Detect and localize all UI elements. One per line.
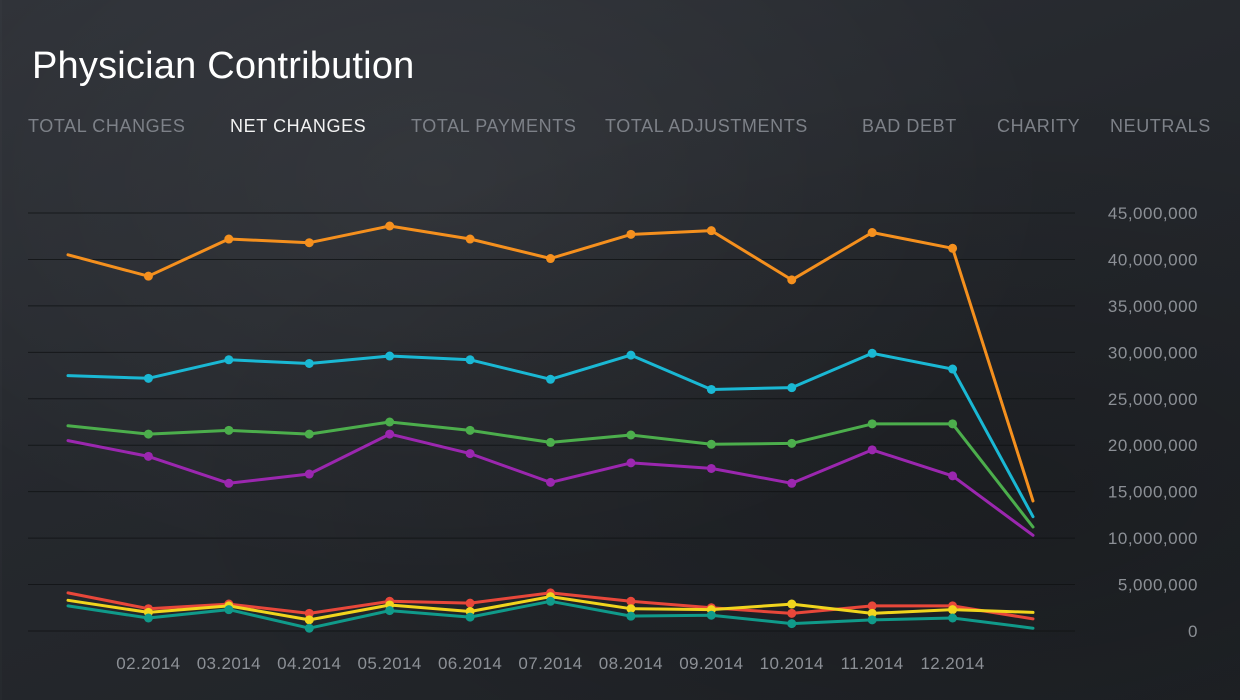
data-point-orange[interactable]	[143, 271, 153, 281]
x-tick-label: 08.2014	[599, 654, 663, 673]
y-tick-label: 35,000,000	[1108, 297, 1198, 316]
data-point-yellow[interactable]	[787, 599, 797, 609]
data-point-teal[interactable]	[546, 596, 555, 606]
data-point-green[interactable]	[143, 429, 153, 439]
data-point-yellow[interactable]	[626, 604, 636, 614]
y-tick-label: 15,000,000	[1108, 483, 1198, 502]
data-point-purple[interactable]	[224, 478, 234, 488]
metric-tabs: TOTAL CHANGES NET CHANGES TOTAL PAYMENTS…	[0, 116, 1240, 142]
data-point-purple[interactable]	[385, 429, 395, 439]
data-point-orange[interactable]	[948, 243, 958, 253]
data-point-yellow[interactable]	[867, 608, 877, 618]
data-point-teal[interactable]	[385, 606, 395, 616]
data-point-cyan[interactable]	[465, 355, 475, 365]
tab-total-payments[interactable]: TOTAL PAYMENTS	[411, 116, 577, 136]
y-tick-label: 5,000,000	[1118, 576, 1198, 595]
data-point-red[interactable]	[465, 598, 475, 608]
x-tick-label: 04.2014	[277, 654, 341, 673]
tab-charity[interactable]: CHARITY	[997, 116, 1081, 136]
data-point-green[interactable]	[626, 430, 636, 440]
data-point-green[interactable]	[465, 425, 475, 435]
data-point-orange[interactable]	[465, 234, 475, 244]
data-point-yellow[interactable]	[304, 615, 314, 625]
data-point-purple[interactable]	[546, 477, 555, 487]
data-point-orange[interactable]	[867, 228, 877, 238]
x-tick-label: 03.2014	[197, 654, 261, 673]
data-point-green[interactable]	[787, 438, 797, 448]
y-tick-label: 20,000,000	[1108, 436, 1198, 455]
data-point-teal[interactable]	[787, 619, 797, 629]
tab-total-changes[interactable]: TOTAL CHANGES	[28, 116, 186, 136]
y-tick-label: 30,000,000	[1108, 343, 1198, 362]
tab-bad-debt[interactable]: BAD DEBT	[862, 116, 957, 136]
x-tick-label: 06.2014	[438, 654, 502, 673]
data-point-purple[interactable]	[465, 449, 475, 459]
data-point-purple[interactable]	[706, 463, 716, 473]
data-point-cyan[interactable]	[787, 383, 797, 393]
data-point-green[interactable]	[867, 419, 877, 429]
x-tick-label: 12.2014	[920, 654, 984, 673]
data-point-green[interactable]	[224, 425, 234, 435]
data-point-orange[interactable]	[546, 254, 555, 264]
data-point-green[interactable]	[385, 417, 395, 427]
data-point-teal[interactable]	[706, 610, 716, 620]
x-tick-label: 11.2014	[841, 654, 904, 673]
data-point-cyan[interactable]	[948, 364, 958, 374]
x-tick-label: 09.2014	[679, 654, 743, 673]
data-point-purple[interactable]	[787, 478, 797, 488]
y-tick-label: 10,000,000	[1108, 529, 1198, 548]
data-point-red[interactable]	[626, 596, 636, 606]
series-line-green	[66, 420, 1035, 529]
data-point-teal[interactable]	[465, 612, 475, 622]
y-tick-label: 0	[1188, 622, 1198, 641]
x-tick-label: 10.2014	[760, 654, 824, 673]
data-point-red[interactable]	[304, 608, 314, 618]
data-point-cyan[interactable]	[143, 373, 153, 383]
data-point-orange[interactable]	[787, 275, 797, 285]
data-point-orange[interactable]	[304, 238, 314, 248]
y-tick-label: 25,000,000	[1108, 390, 1198, 409]
data-point-green[interactable]	[546, 437, 555, 447]
data-point-cyan[interactable]	[626, 350, 636, 360]
data-point-teal[interactable]	[304, 623, 314, 633]
data-point-purple[interactable]	[867, 445, 877, 455]
data-point-cyan[interactable]	[385, 351, 395, 361]
data-point-teal[interactable]	[948, 613, 958, 623]
data-point-cyan[interactable]	[867, 348, 877, 358]
tab-net-changes[interactable]: NET CHANGES	[230, 116, 367, 136]
page-title: Physician Contribution	[32, 45, 415, 88]
data-point-purple[interactable]	[143, 451, 153, 461]
data-point-teal[interactable]	[867, 615, 877, 625]
y-tick-label: 40,000,000	[1108, 250, 1198, 269]
data-point-orange[interactable]	[385, 221, 395, 231]
data-point-red[interactable]	[787, 608, 797, 618]
x-tick-label: 05.2014	[358, 654, 422, 673]
tab-total-adjustments[interactable]: TOTAL ADJUSTMENTS	[605, 116, 808, 136]
data-point-green[interactable]	[948, 419, 958, 429]
data-point-purple[interactable]	[304, 469, 314, 479]
x-tick-label: 02.2014	[116, 654, 180, 673]
data-point-cyan[interactable]	[706, 384, 716, 394]
data-point-teal[interactable]	[626, 611, 636, 621]
data-point-red[interactable]	[867, 601, 877, 611]
data-point-yellow[interactable]	[948, 605, 958, 615]
data-point-orange[interactable]	[626, 229, 636, 239]
x-tick-label: 07.2014	[518, 654, 582, 673]
data-point-teal[interactable]	[224, 605, 234, 615]
data-point-green[interactable]	[304, 429, 314, 439]
data-point-cyan[interactable]	[546, 374, 555, 384]
y-tick-label: 45,000,000	[1108, 204, 1198, 223]
data-point-purple[interactable]	[626, 458, 636, 468]
data-point-teal[interactable]	[143, 613, 153, 623]
data-point-purple[interactable]	[948, 471, 958, 481]
data-point-orange[interactable]	[706, 226, 716, 236]
data-point-cyan[interactable]	[304, 358, 314, 368]
data-point-cyan[interactable]	[224, 355, 234, 365]
data-point-green[interactable]	[706, 439, 716, 449]
tab-neutrals[interactable]: NEUTRALS	[1110, 116, 1211, 136]
data-point-orange[interactable]	[224, 234, 234, 244]
